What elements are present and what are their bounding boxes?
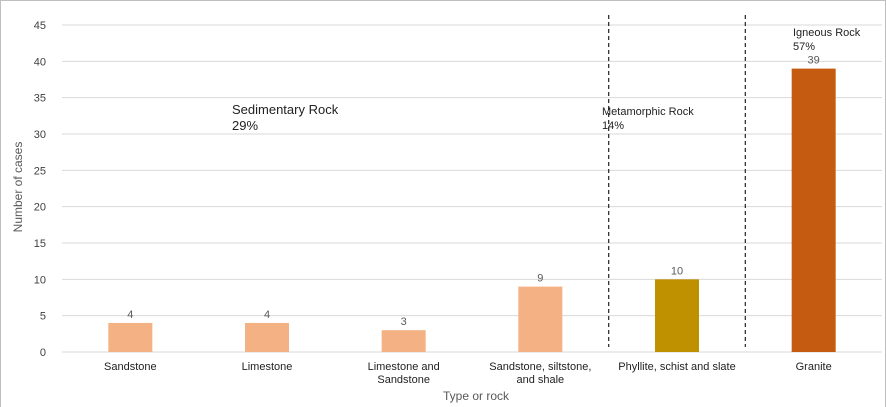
bar-data-label: 9 (537, 273, 543, 285)
bar-data-label: 10 (671, 265, 683, 277)
group-dividers (608, 15, 746, 347)
y-tick-label: 10 (34, 274, 46, 286)
x-category-label: Limestone and Sandstone (368, 361, 440, 386)
y-tick-label: 25 (34, 165, 46, 177)
bars (108, 68, 836, 352)
bar (655, 279, 699, 352)
bar (245, 322, 289, 352)
bar-data-label: 4 (127, 309, 133, 321)
bar (518, 286, 563, 352)
igneous-group-label: Igneous Rock (793, 27, 861, 39)
x-category-label: Limestone (242, 361, 293, 373)
gridlines (62, 24, 882, 353)
y-axis-title: Number of cases (11, 142, 25, 233)
x-category-label: Sandstone, siltstone, and shale (489, 361, 591, 386)
x-category-label: Granite (796, 361, 832, 373)
x-category-label: Phyllite, schist and slate (618, 361, 735, 373)
bar (381, 330, 426, 352)
x-axis-title: Type or rock (443, 389, 510, 403)
y-tick-label: 15 (34, 238, 46, 250)
y-tick-label: 20 (34, 202, 46, 214)
sedimentary-group-label: Sedimentary Rock (232, 102, 339, 117)
labels: 0 5 10 15 20 25 30 35 40 45 4 Sandstone 4 Limestone 3 L… (34, 20, 832, 386)
bar (108, 322, 153, 352)
y-tick-label: 45 (34, 20, 46, 32)
sedimentary-group-percent: 29% (232, 118, 258, 133)
bar-data-label: 3 (401, 316, 407, 328)
igneous-group-percent: 57% (793, 41, 815, 53)
bar-data-label: 39 (808, 55, 820, 67)
metamorphic-group-label: Metamorphic Rock (602, 106, 694, 118)
y-tick-label: 5 (40, 311, 46, 323)
bar (791, 68, 836, 352)
x-category-label: Sandstone (104, 361, 157, 373)
y-tick-label: 30 (34, 129, 46, 141)
y-tick-label: 35 (34, 93, 46, 105)
metamorphic-group-percent: 14% (602, 120, 624, 132)
bar-data-label: 4 (264, 309, 270, 321)
y-tick-label: 0 (40, 347, 46, 359)
y-tick-label: 40 (34, 56, 46, 68)
